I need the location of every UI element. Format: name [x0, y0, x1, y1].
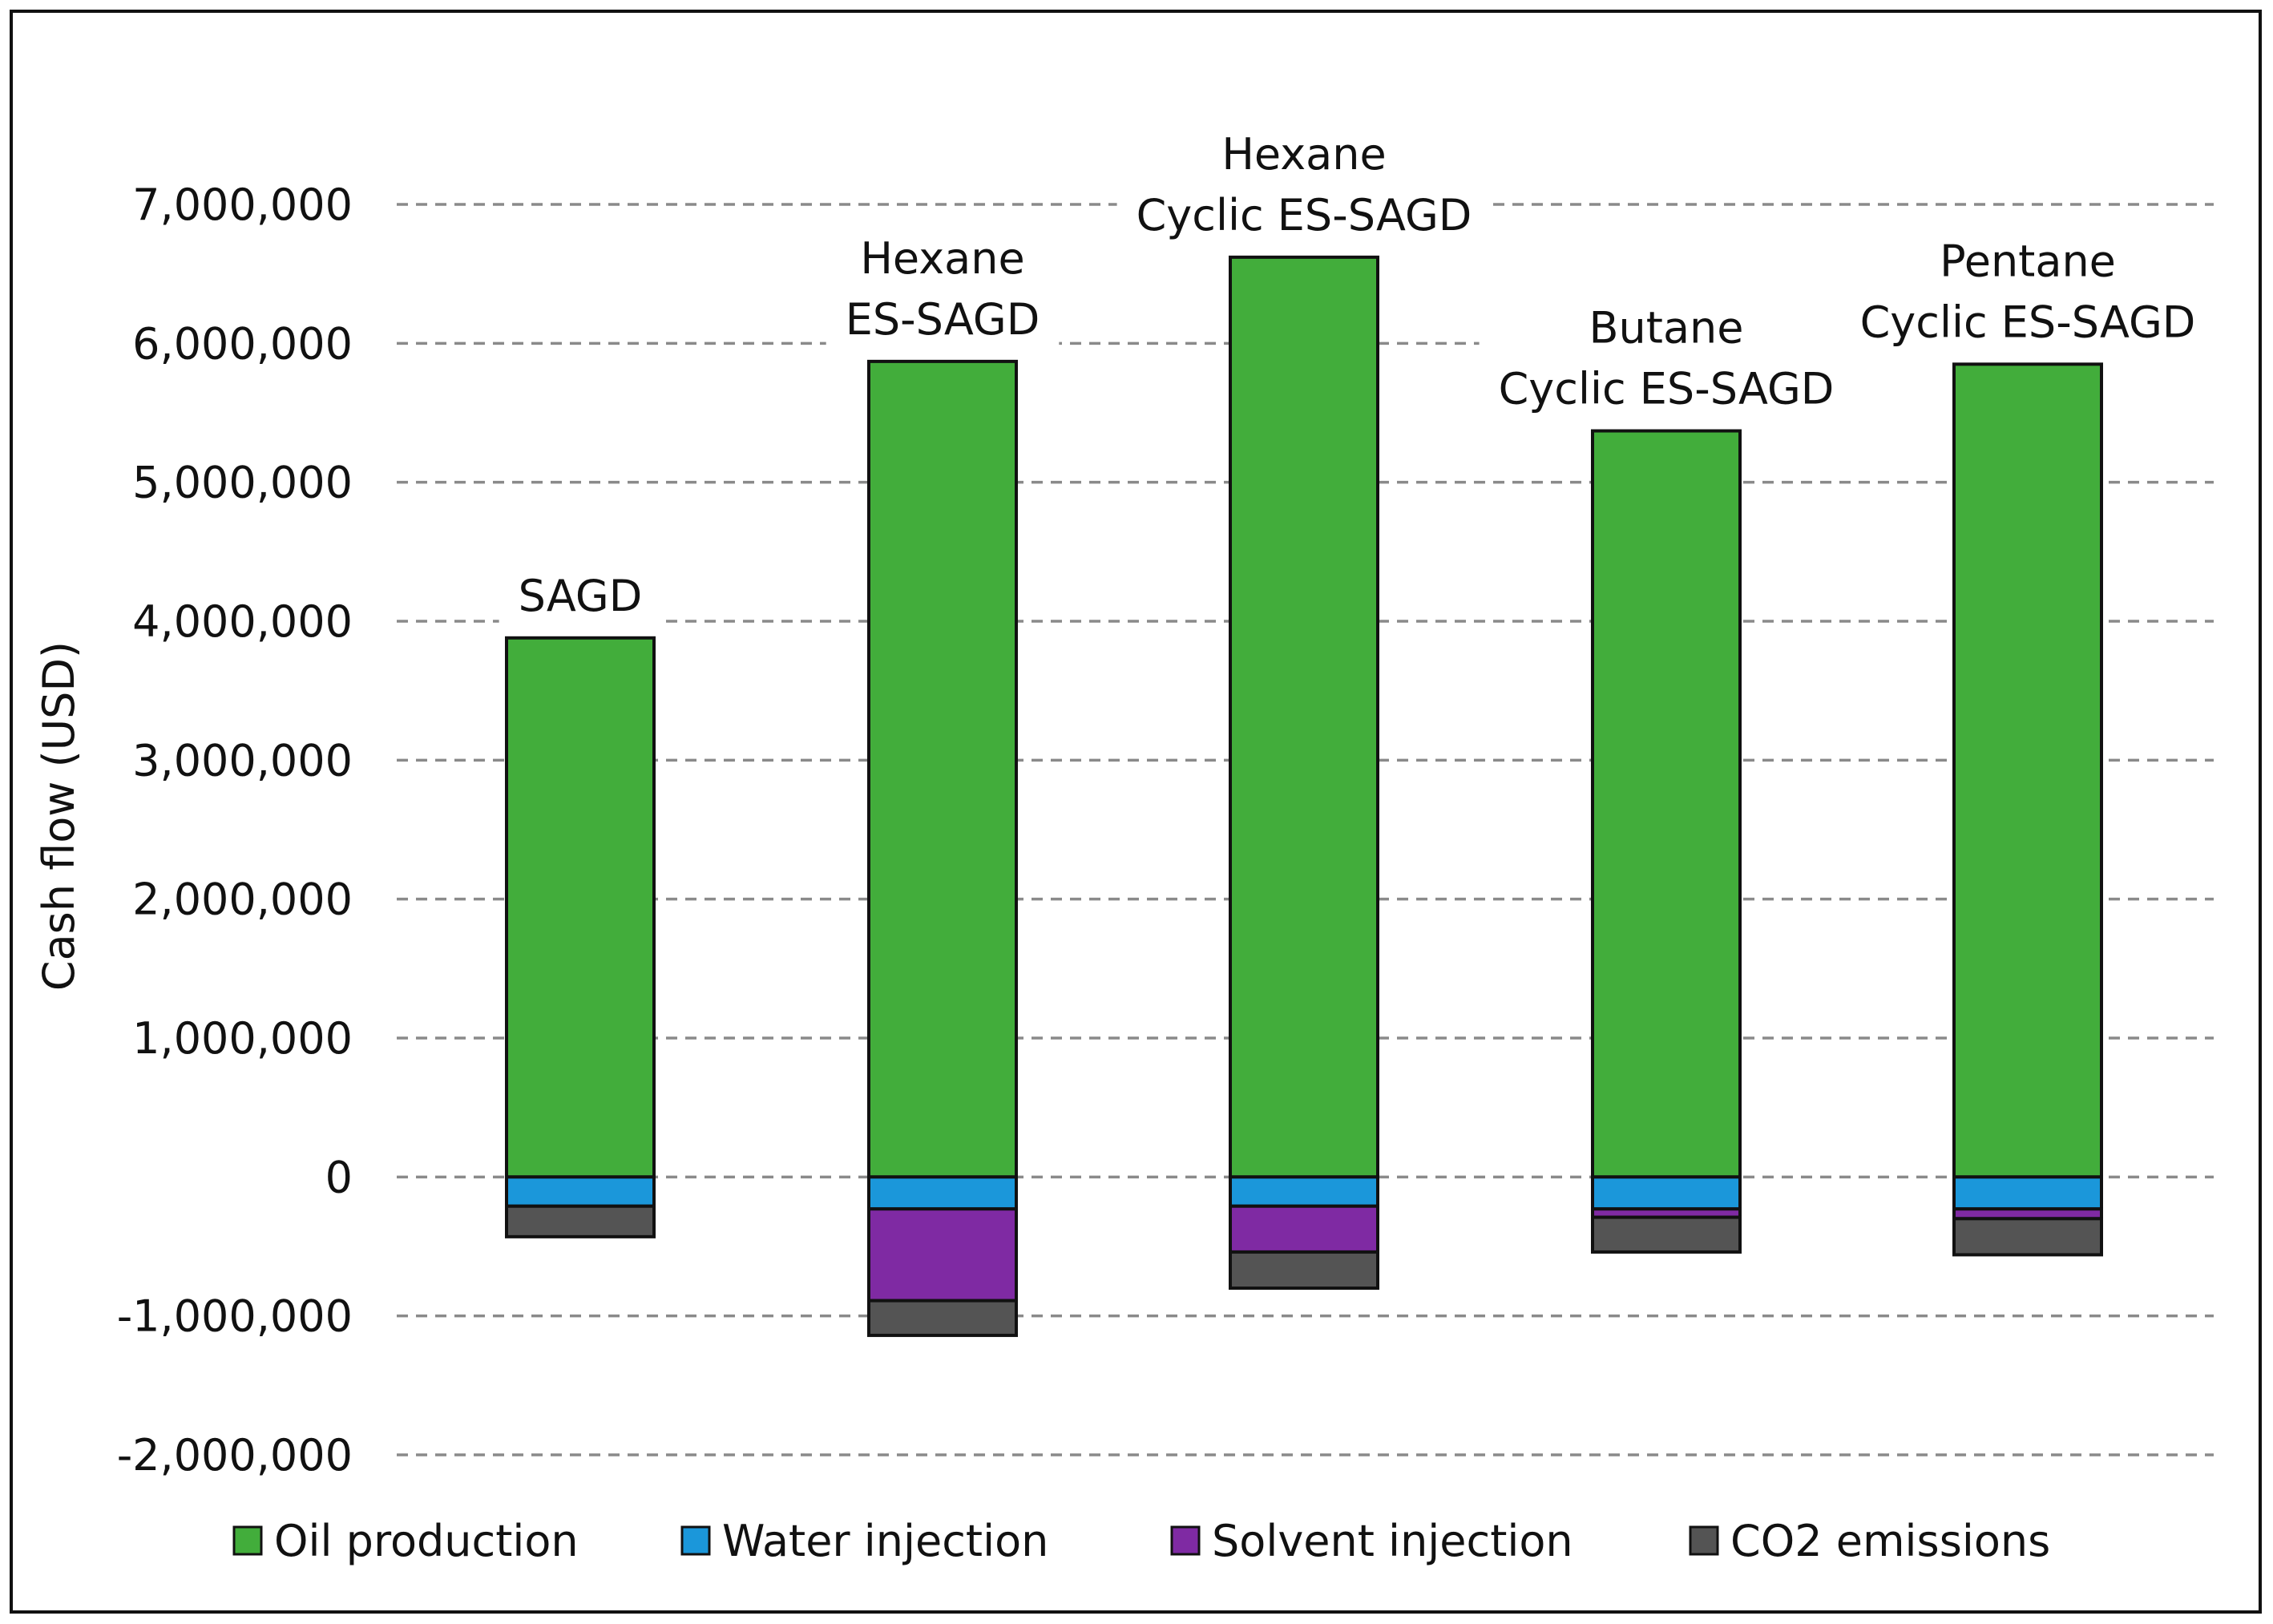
legend-item: Water injection [680, 1516, 1048, 1566]
category-label-background [1479, 299, 1854, 418]
bar-co2-emissions [867, 1299, 1018, 1337]
y-tick-label: 7,000,000 [132, 180, 353, 230]
category-label-line: Cyclic ES-SAGD [1136, 190, 1472, 240]
category-label-line: Hexane [860, 233, 1024, 284]
bar-water-injection [1229, 1175, 1379, 1208]
bars [505, 255, 2103, 1337]
bar-oil-production [505, 636, 656, 1179]
y-tick-label: 1,000,000 [132, 1013, 353, 1064]
y-tick-label: 3,000,000 [132, 735, 353, 786]
category-label: Hexane ES-SAGD [826, 229, 1060, 349]
y-tick-label: -1,000,000 [117, 1291, 353, 1342]
y-axis-title: Cash flow (USD) [34, 641, 84, 991]
bar-co2-emissions [1591, 1215, 1742, 1254]
bar-solvent-injection [867, 1207, 1018, 1303]
category-label: Hexane Cyclic ES-SAGD [1116, 125, 1492, 244]
legend-swatch [232, 1525, 263, 1556]
bar-water-injection [1591, 1175, 1742, 1211]
legend-item: Solvent injection [1170, 1516, 1573, 1566]
bar-co2-emissions [1229, 1250, 1379, 1291]
bar-solvent-injection [1229, 1204, 1379, 1254]
y-tick-label: 2,000,000 [132, 875, 353, 925]
category-label-line: ES-SAGD [846, 294, 1040, 345]
bar-oil-production [867, 359, 1018, 1179]
category-label-background [499, 567, 662, 625]
category-label-line: SAGD [519, 571, 643, 621]
legend-label: CO2 emissions [1730, 1516, 2050, 1566]
legend-item: Oil production [232, 1516, 579, 1566]
category-label-line: Butane [1589, 303, 1744, 353]
bar-oil-production [1952, 362, 2103, 1179]
bar-co2-emissions [1952, 1217, 2103, 1257]
legend-label: Solvent injection [1212, 1516, 1573, 1566]
y-tick-label: 4,000,000 [132, 596, 353, 647]
category-label-background [1840, 232, 2215, 352]
bar-water-injection [1952, 1175, 2103, 1211]
bar-co2-emissions [505, 1204, 656, 1238]
bar-oil-production [1591, 429, 1742, 1179]
bar-oil-production [1229, 255, 1379, 1179]
category-label: Pentane Cyclic ES-SAGD [1840, 232, 2215, 352]
category-label-line: Cyclic ES-SAGD [1499, 364, 1835, 414]
y-tick-label: 6,000,000 [132, 318, 353, 369]
y-axis: 7,000,000 6,000,000 5,000,000 4,000,000 3,00… [117, 180, 353, 1481]
y-tick-label: 0 [325, 1152, 353, 1202]
legend: Oil production Water injection Solvent inj… [232, 1516, 2050, 1566]
category-label-line: Cyclic ES-SAGD [1860, 297, 2196, 347]
legend-label: Oil production [274, 1516, 579, 1566]
category-label-background [826, 229, 1060, 349]
bar-water-injection [867, 1175, 1018, 1211]
bar-water-injection [505, 1175, 656, 1208]
category-label-background [1116, 125, 1492, 244]
legend-swatch [680, 1525, 711, 1556]
category-label-line: Hexane [1221, 129, 1386, 180]
legend-item: CO2 emissions [1689, 1516, 2050, 1566]
y-tick-label: 5,000,000 [132, 458, 353, 508]
category-label: Butane Cyclic ES-SAGD [1479, 299, 1854, 418]
legend-swatch [1170, 1525, 1201, 1556]
category-label-line: Pentane [1940, 236, 2116, 286]
legend-swatch [1689, 1525, 1719, 1556]
legend-label: Water injection [722, 1516, 1048, 1566]
y-tick-label: -2,000,000 [117, 1430, 353, 1481]
category-label: SAGD [499, 567, 662, 625]
